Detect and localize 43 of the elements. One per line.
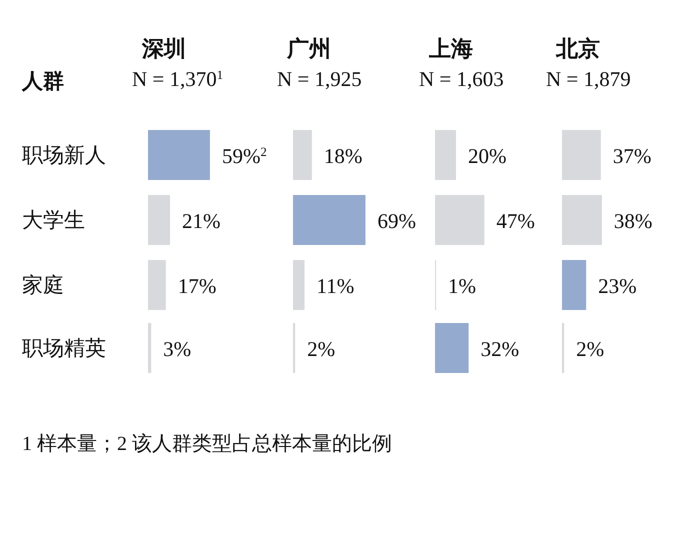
y-axis-title: 人群 [21,69,64,93]
text: 1 样本量；2 该人群类型占总样本量的比例 [22,433,392,455]
chart-subtitle: N = 1,879 [546,67,631,91]
bar [435,130,456,180]
bar [562,130,601,180]
bar [293,130,312,180]
chart-subtitle: N = 1,603 [419,67,504,91]
bar [148,195,170,245]
data-label: 21% [182,209,221,233]
chart-title: 上海 [428,36,473,61]
bar [148,323,152,373]
data-label: 59%$^{2}$ [222,144,267,168]
data-label: 17% [178,274,216,298]
data-label: 38% [614,209,652,233]
chart-subtitle: N = 1,370$^{1}$ [132,67,224,91]
y-tick-label: 职场精英 [22,336,106,360]
chart-subtitle: N = 1,925 [277,67,362,91]
bar [562,260,586,310]
data-label: 18% [324,144,362,168]
data-label: 23% [598,274,637,298]
chart-title: 广州 [286,36,331,61]
data-label: 37% [612,144,652,168]
y-tick-label: 职场新人 [22,143,106,167]
bar [148,260,166,310]
data-label: 3% [163,337,192,361]
data-label: 20% [468,144,506,168]
data-label: 1% [448,274,476,298]
data-label: 11% [316,274,354,298]
bar [562,195,602,245]
data-label: 32% [480,337,520,361]
chart-title: 北京 [555,36,600,61]
chart-title: 深圳 [141,36,186,61]
bar [148,130,210,180]
bar [293,260,305,310]
data-label: 47% [496,209,535,233]
bar [435,323,469,373]
y-tick-label: 大学生 [22,208,85,232]
data-label: 69% [377,209,416,233]
bar [435,195,484,245]
bar [293,195,366,245]
y-tick-label: 家庭 [22,273,64,297]
data-label: 2% [576,337,604,361]
data-label: 2% [307,337,336,361]
